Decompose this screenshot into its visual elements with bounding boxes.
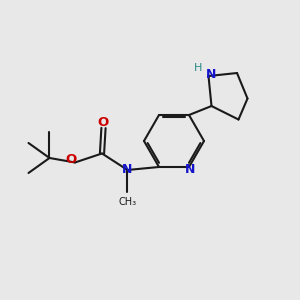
Text: O: O: [98, 116, 109, 129]
Text: CH₃: CH₃: [118, 197, 136, 207]
Text: N: N: [185, 164, 196, 176]
Text: N: N: [206, 68, 217, 81]
Text: H: H: [194, 63, 202, 73]
Text: O: O: [66, 153, 77, 166]
Text: N: N: [122, 164, 133, 176]
